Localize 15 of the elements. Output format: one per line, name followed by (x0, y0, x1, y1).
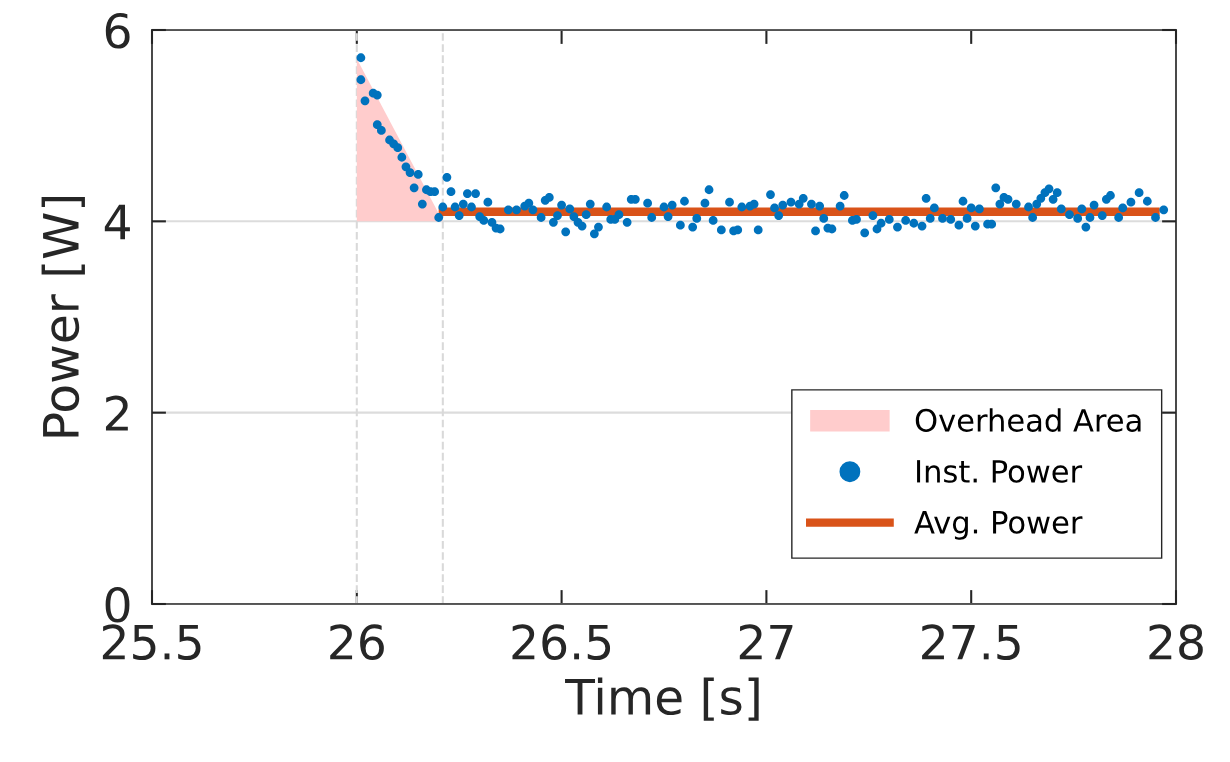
y-tick-label: 2 (105, 395, 128, 431)
x-axis-title: Time [s] (565, 677, 759, 721)
x-tick-label: 25.5 (102, 624, 201, 660)
y-tick-label: 0 (105, 586, 130, 623)
x-tick-label: 27 (739, 624, 793, 660)
legend-label: Inst. Power (917, 460, 1083, 483)
y-axis-title: Power [W] (41, 196, 85, 437)
x-tick-label: 28 (1149, 624, 1203, 660)
y-tick-label: 4 (104, 204, 130, 240)
legend-label: Avg. Power (914, 511, 1083, 540)
legend-label: Overhead Area (915, 408, 1141, 432)
x-tick-label: 26.5 (512, 624, 611, 660)
y-tick-label: 6 (105, 12, 130, 49)
x-tick-label: 26 (330, 624, 384, 660)
x-tick-label: 27.5 (922, 624, 1020, 660)
